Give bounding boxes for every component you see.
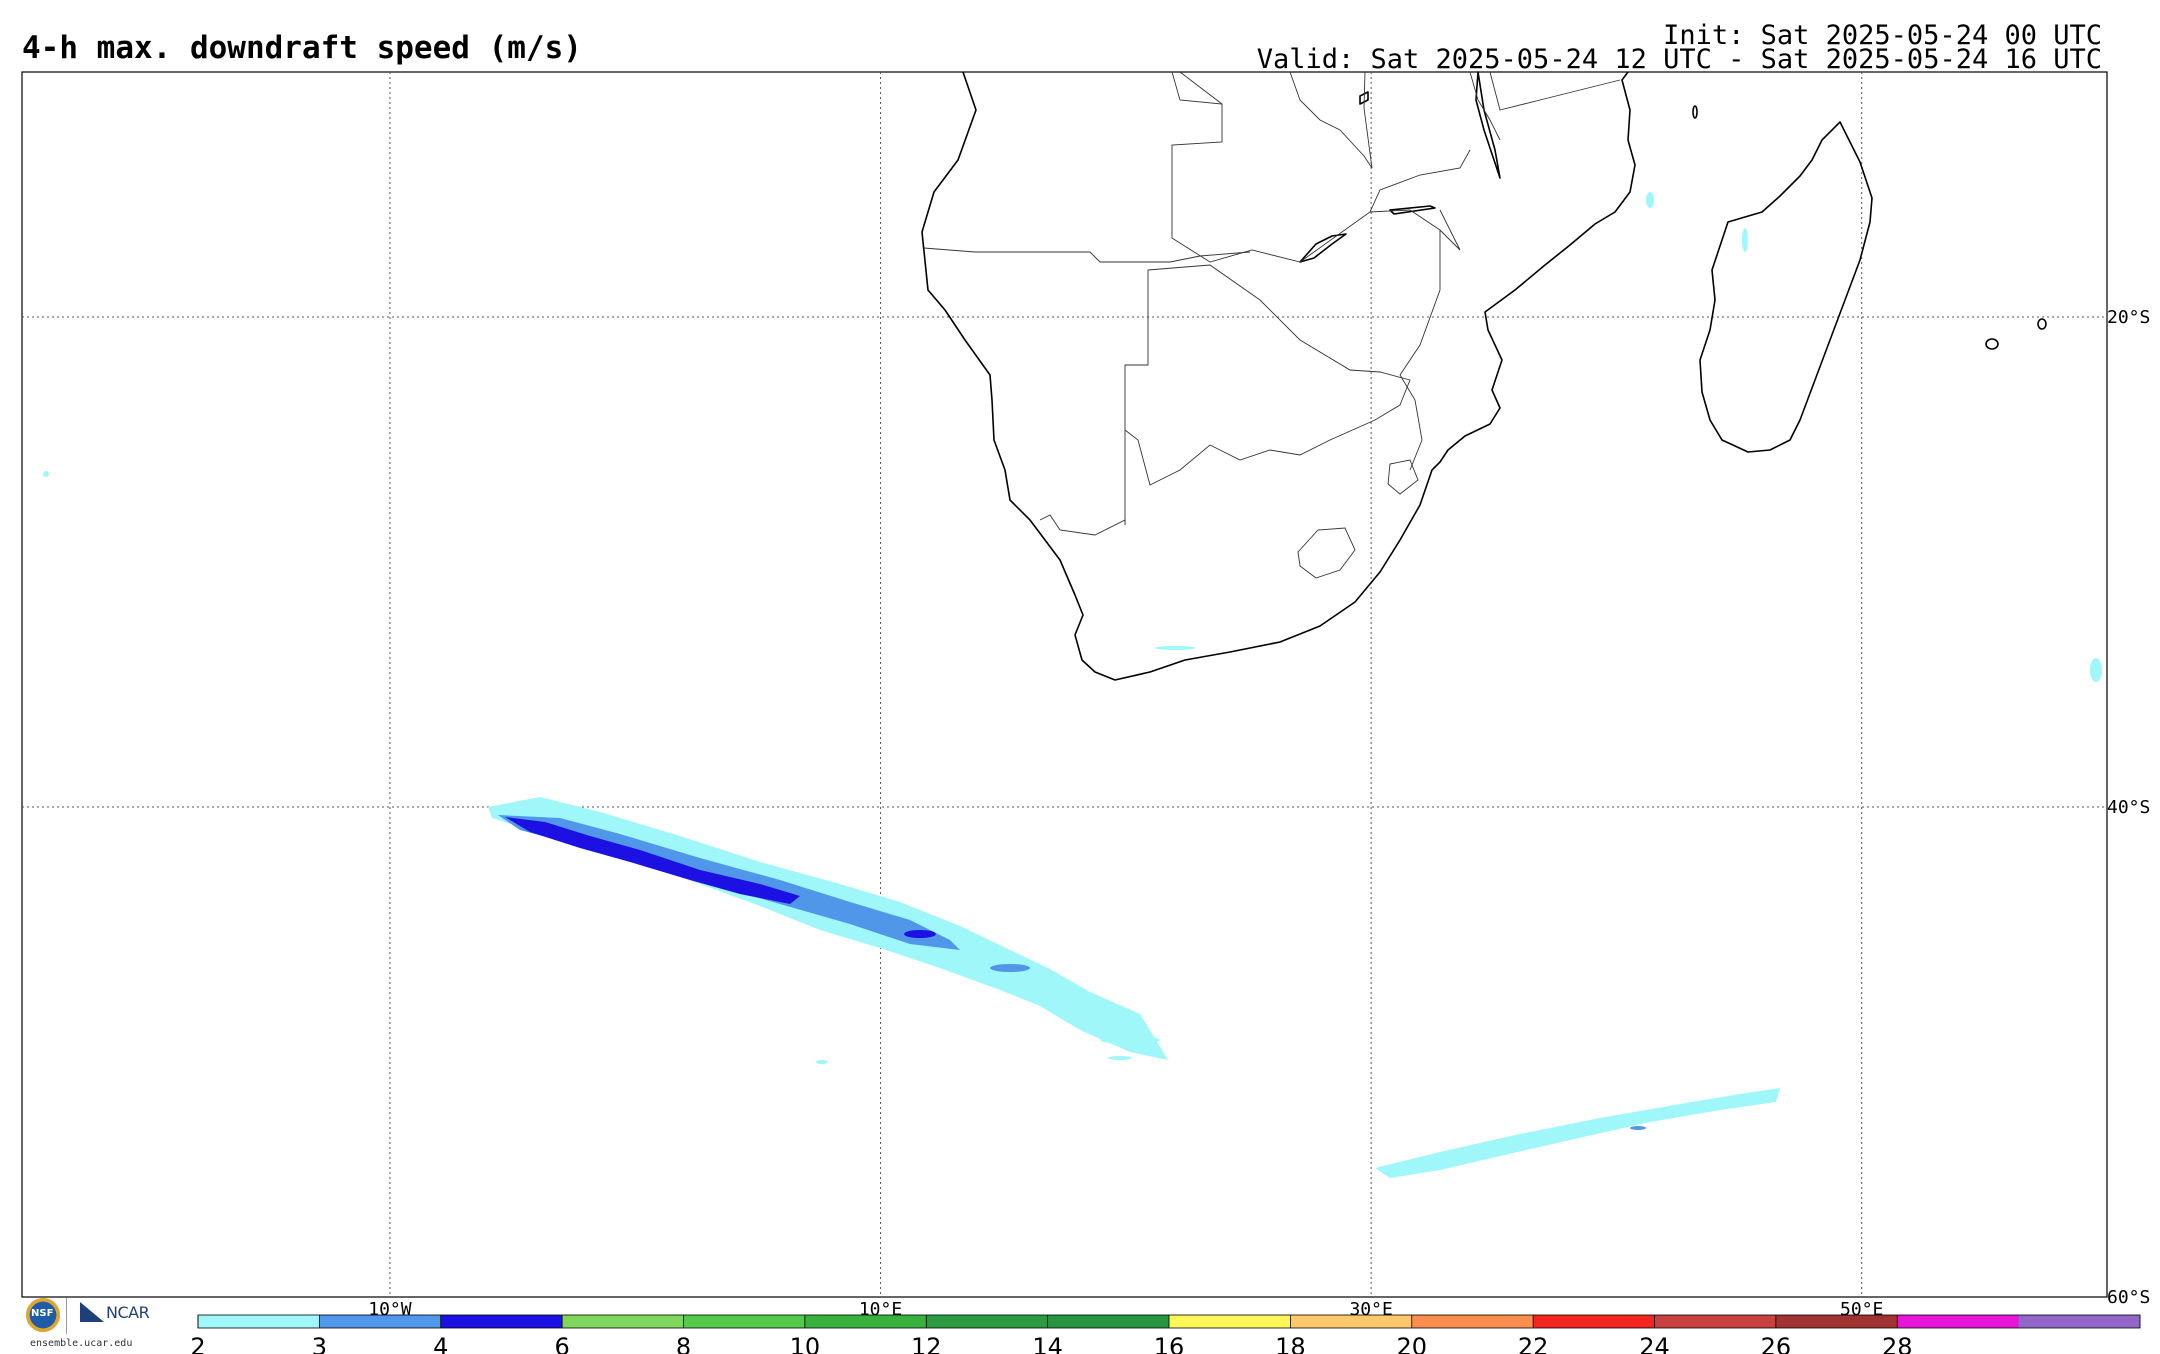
colorbar-swatch-8 [1169, 1315, 1291, 1328]
colorbar-swatch-5 [804, 1315, 927, 1328]
colorbar-swatch-12 [1654, 1315, 1777, 1328]
colorbar-tick-4: 8 [676, 1333, 691, 1354]
lat-label-1: 40°S [2107, 797, 2150, 818]
colorbar-swatch-3 [562, 1315, 684, 1328]
downdraft-shading [43, 192, 2102, 1178]
namibia-botswana-border [1124, 270, 1149, 525]
zambia-borders [1171, 71, 1471, 263]
colorbar-tick-12: 24 [1639, 1333, 1670, 1354]
map-frame [21, 71, 2108, 1298]
botswana-borders [1124, 264, 1411, 486]
colorbar-tick-5: 10 [790, 1333, 821, 1354]
latitude-labels: 20°S 40°S 60°S [2107, 307, 2150, 1308]
madagascar-coastline [1699, 121, 1873, 453]
coastlines [921, 71, 2047, 681]
colorbar-swatch-1 [319, 1315, 442, 1328]
site-url: ensemble.ucar.edu [30, 1338, 133, 1349]
colorbar-tick-7: 14 [1032, 1333, 1063, 1354]
reunion-coastline [2037, 318, 2047, 330]
country-borders [923, 71, 1621, 579]
colorbar-swatch-14 [1897, 1315, 2020, 1328]
lat-label-2: 60°S [2107, 1287, 2150, 1308]
colorbar [197, 1314, 2141, 1329]
ncar-mark-icon [80, 1302, 104, 1322]
map-title: 4-h max. downdraft speed (m/s) [22, 30, 582, 66]
ncar-wordmark: NCAR [106, 1303, 150, 1322]
colorbar-tick-14: 28 [1882, 1333, 1913, 1354]
zimbabwe-borders [1369, 209, 1441, 376]
valid-time: Valid: Sat 2025-05-24 12 UTC - Sat 2025-… [1256, 44, 2102, 75]
eswatini-border [1387, 459, 1419, 495]
lake-mweru [1359, 91, 1369, 105]
colorbar-tick-1: 3 [312, 1333, 327, 1354]
colorbar-ticks: 2 3 4 6 8 10 12 14 16 18 20 22 24 26 28 [190, 1333, 1912, 1354]
colorbar-tick-10: 20 [1396, 1333, 1427, 1354]
drc-borders [1179, 71, 1373, 169]
colorbar-tick-0: 2 [190, 1333, 205, 1354]
colorbar-tick-13: 26 [1761, 1333, 1792, 1354]
colorbar-tick-3: 6 [554, 1333, 569, 1354]
lake-cahora [1389, 205, 1436, 215]
tanzania-borders [1469, 71, 1621, 141]
colorbar-swatch-4 [683, 1315, 806, 1328]
mozambique-borders [1399, 209, 1461, 471]
colorbar-swatch-11 [1533, 1315, 1655, 1328]
africa-coastline [921, 71, 1636, 681]
colorbar-swatch-2 [440, 1315, 563, 1328]
downdraft-swath-west-strong [505, 817, 800, 904]
ncar-logo: NSF NCAR ensemble.ucar.edu [22, 1294, 162, 1354]
comoros-island [1692, 105, 1698, 119]
logo-divider [66, 1298, 67, 1334]
lat-label-0: 20°S [2107, 307, 2150, 328]
colorbar-tick-11: 22 [1518, 1333, 1549, 1354]
lesotho-border [1297, 527, 1356, 579]
colorbar-swatch-0 [198, 1315, 320, 1328]
colorbar-swatch-7 [1047, 1315, 1170, 1328]
graticule [22, 72, 2107, 1297]
nsf-seal-icon [26, 1298, 60, 1332]
lake-kariba [1299, 233, 1347, 263]
colorbar-swatch-13 [1775, 1315, 1898, 1328]
colorbar-tick-2: 4 [433, 1333, 448, 1354]
colorbar-swatch-9 [1290, 1315, 1413, 1328]
colorbar-tick-6: 12 [911, 1333, 942, 1354]
init-time: Init: Sat 2025-05-24 00 UTC [1663, 20, 2102, 51]
colorbar-swatch-6 [926, 1315, 1049, 1328]
lake-malawi [1475, 71, 1501, 179]
colorbar-swatch-15 [2018, 1315, 2141, 1328]
mauritius-coastline [1985, 338, 1999, 350]
colorbar-tick-8: 16 [1154, 1333, 1185, 1354]
colorbar-swatch-10 [1411, 1315, 1534, 1328]
downdraft-swath-southeast [1375, 1088, 1780, 1178]
colorbar-tick-9: 18 [1275, 1333, 1306, 1354]
namibia-southafrica-border [1039, 514, 1126, 536]
nsf-seal-text: NSF [31, 1308, 54, 1319]
